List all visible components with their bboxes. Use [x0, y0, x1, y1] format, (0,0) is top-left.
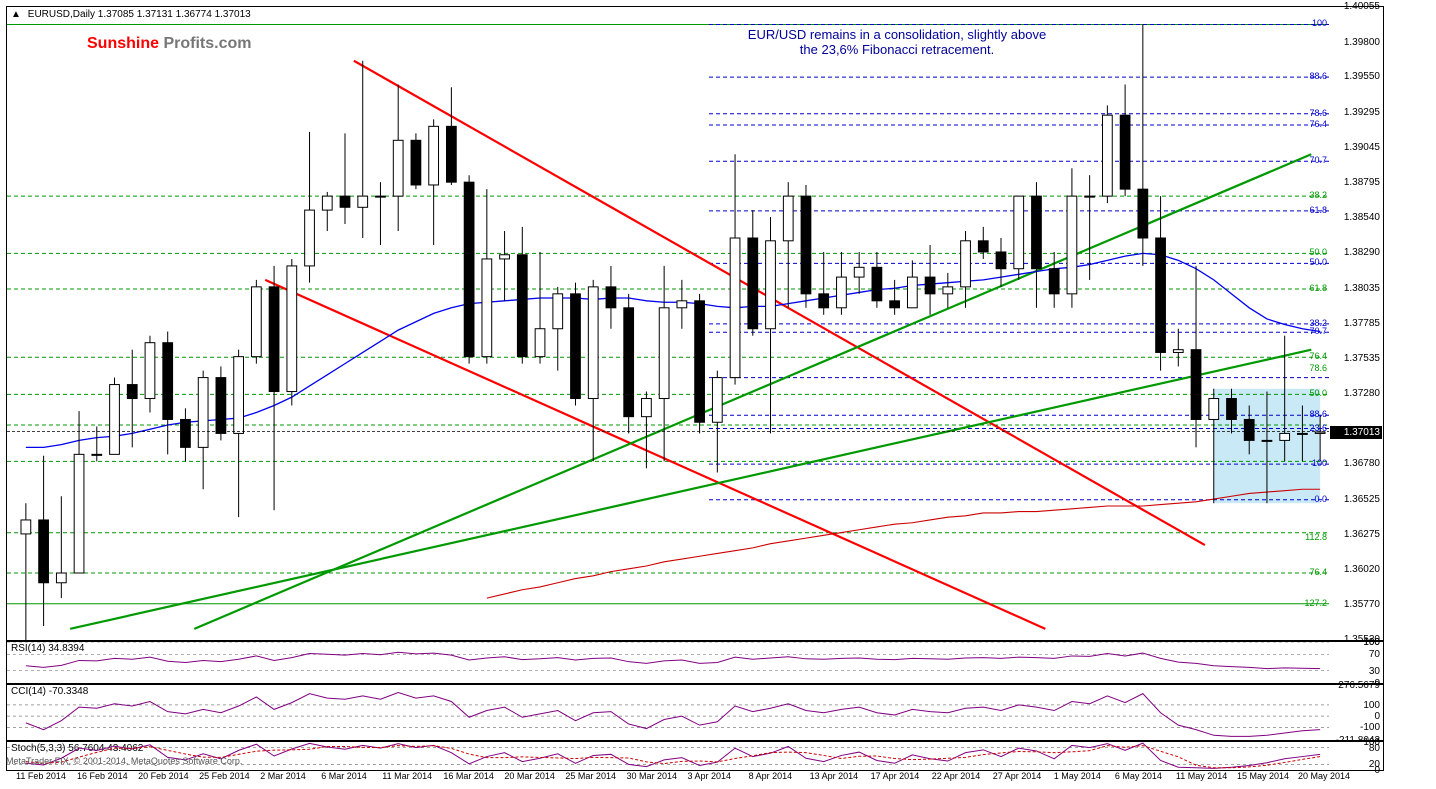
cci-axis: -1000100276.5679-211.8043	[1332, 685, 1380, 740]
chart-screenshot: { "title":{"symbol":"EURUSD,Daily","ohlc…	[0, 0, 1436, 789]
price-axis: 1.400551.398001.395501.392951.390451.387…	[1332, 7, 1380, 640]
cci-canvas	[7, 685, 1383, 740]
cci-panel[interactable]: CCI(14) -70.3348 -1000100276.5679-211.80…	[6, 684, 1384, 741]
stoch-axis: 20801000	[1332, 742, 1380, 770]
rsi-axis: 30701001000	[1332, 642, 1380, 683]
rsi-panel[interactable]: RSI(14) 34.8394 30701001000	[6, 641, 1384, 684]
date-axis: 11 Feb 201416 Feb 201420 Feb 201425 Feb …	[6, 771, 1382, 785]
copyright-text: MetaTrader FIX, © 2001-2014, MetaQuotes …	[6, 756, 242, 766]
main-price-chart[interactable]: ▲ EURUSD,Daily 1.37085 1.37131 1.36774 1…	[6, 6, 1384, 641]
rsi-canvas	[7, 642, 1383, 683]
main-chart-canvas	[7, 7, 1383, 640]
